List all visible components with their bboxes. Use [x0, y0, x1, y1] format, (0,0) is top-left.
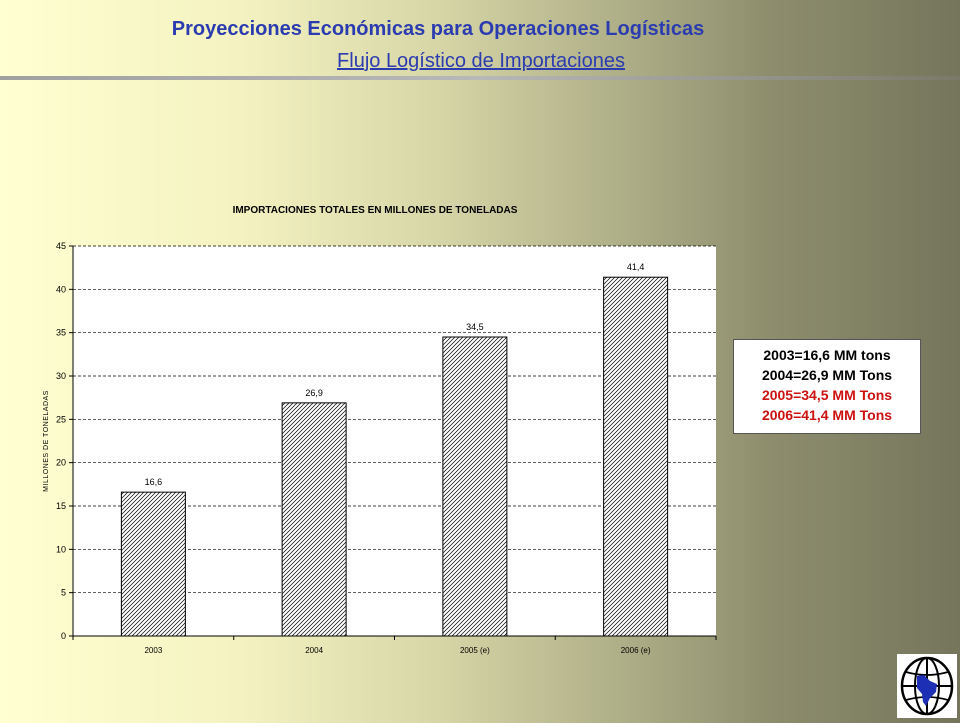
y-axis-label: MILLONES DE TONELADAS [43, 390, 50, 492]
summary-box: 2003=16,6 MM tons 2004=26,9 MM Tons 2005… [733, 339, 921, 434]
y-tick-label: 45 [56, 241, 66, 251]
y-tick-label: 20 [56, 458, 66, 468]
x-tick-label: 2005 (e) [460, 646, 490, 655]
bar-2005e [442, 336, 508, 637]
page-title: Proyecciones Económicas para Operaciones… [171, 18, 705, 40]
y-tick-label: 10 [56, 544, 66, 554]
bars [120, 276, 669, 637]
x-tick-label: 2004 [305, 646, 323, 655]
x-tick-labels: 2003 2004 2005 (e) 2006 (e) [144, 646, 650, 655]
y-tick-label: 15 [56, 501, 66, 511]
bar-2003 [120, 491, 186, 637]
summary-line-2005: 2005=34,5 MM Tons [761, 387, 893, 403]
bar-2004 [281, 402, 347, 637]
summary-line-2004: 2004=26,9 MM Tons [761, 367, 893, 383]
summary-line-2006: 2006=41,4 MM Tons [761, 407, 893, 423]
axes [69, 245, 717, 640]
data-label: 26,9 [305, 388, 323, 398]
chart-title: IMPORTACIONES TOTALES EN MILLONES DE TON… [233, 205, 518, 216]
summary-line-2003: 2003=16,6 MM tons [763, 347, 891, 363]
globe-map-icon [897, 654, 957, 718]
header-divider [0, 76, 960, 80]
data-labels: 16,6 26,9 34,5 41,4 [145, 262, 645, 487]
bar-2006e [603, 276, 669, 637]
y-tick-label: 30 [56, 371, 66, 381]
data-label: 16,6 [145, 477, 163, 487]
y-tick-label: 25 [56, 414, 66, 424]
page-subtitle-link[interactable]: Flujo Logístico de Importaciones [337, 50, 625, 72]
data-label: 41,4 [627, 262, 645, 272]
y-tick-label: 0 [61, 631, 66, 641]
y-tick-label: 5 [61, 588, 66, 598]
y-tick-label: 35 [56, 328, 66, 338]
x-tick-label: 2006 (e) [621, 646, 651, 655]
x-tick-label: 2003 [144, 646, 162, 655]
y-tick-labels: 0 5 10 15 20 25 30 35 40 45 [56, 241, 66, 641]
data-label: 34,5 [466, 322, 484, 332]
y-tick-label: 40 [56, 284, 66, 294]
